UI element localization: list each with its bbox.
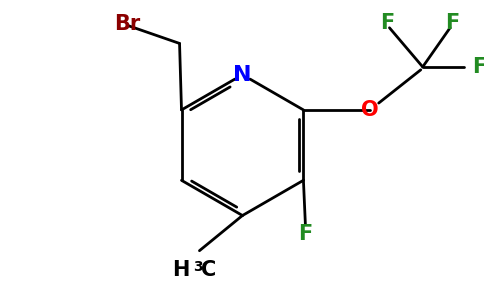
Text: F: F xyxy=(298,224,313,244)
Text: F: F xyxy=(380,13,394,33)
Text: F: F xyxy=(445,13,459,33)
Text: Br: Br xyxy=(114,14,140,34)
Text: C: C xyxy=(201,260,217,280)
Text: 3: 3 xyxy=(194,260,203,274)
Text: N: N xyxy=(233,65,252,85)
Text: F: F xyxy=(472,57,484,77)
Text: O: O xyxy=(361,100,378,120)
Text: H: H xyxy=(172,260,190,280)
